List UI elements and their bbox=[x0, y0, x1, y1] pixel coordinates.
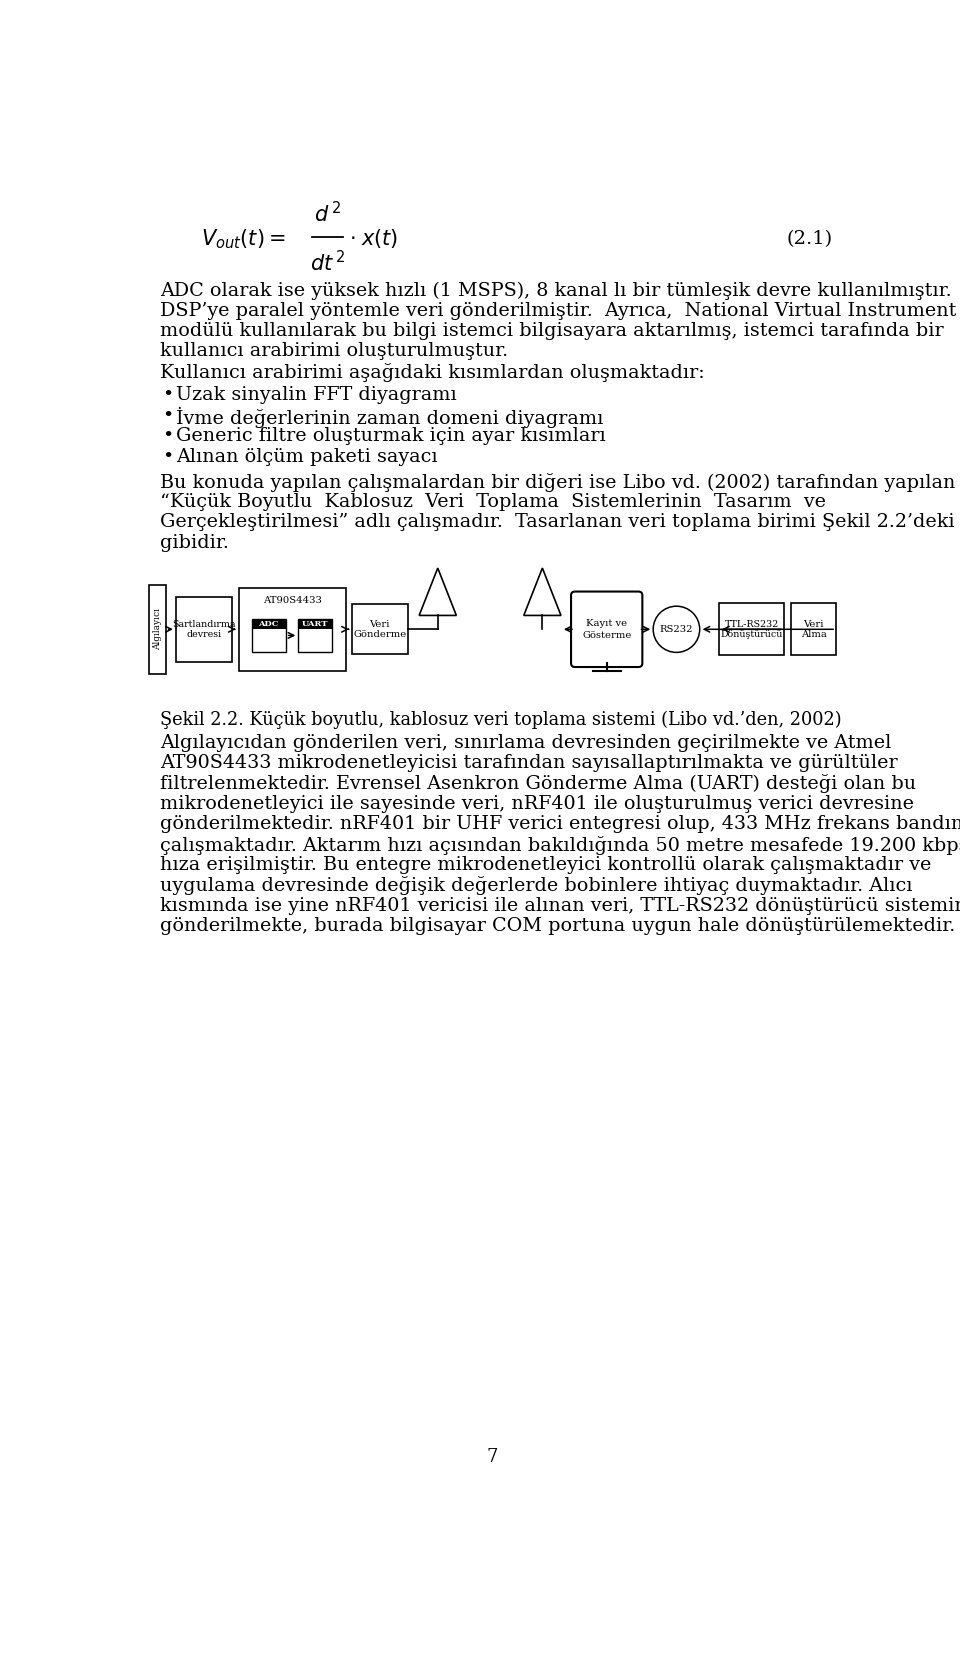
Text: Algılayıcı: Algılayıcı bbox=[153, 608, 161, 650]
Text: Uzak sinyalin FFT diyagramı: Uzak sinyalin FFT diyagramı bbox=[176, 386, 457, 404]
Text: filtrelenmektedir. Evrensel Asenkron Gönderme Alma (UART) desteği olan bu: filtrelenmektedir. Evrensel Asenkron Gön… bbox=[160, 775, 917, 793]
Text: Şekil 2.2. Küçük boyutlu, kablosuz veri toplama sistemi (Libo vd.’den, 2002): Şekil 2.2. Küçük boyutlu, kablosuz veri … bbox=[160, 710, 842, 728]
Text: TTL-RS232
Dönüştürücü: TTL-RS232 Dönüştürücü bbox=[720, 620, 782, 640]
Text: •: • bbox=[162, 448, 173, 466]
Text: Kullanıcı arabirimi aşağıdaki kısımlardan oluşmaktadır:: Kullanıcı arabirimi aşağıdaki kısımlarda… bbox=[160, 362, 705, 382]
Text: Algılayıcıdan gönderilen veri, sınırlama devresinden geçirilmekte ve Atmel: Algılayıcıdan gönderilen veri, sınırlama… bbox=[160, 733, 892, 752]
Bar bbox=[149, 584, 166, 673]
Text: Veri
Gönderme: Veri Gönderme bbox=[353, 620, 406, 640]
Text: Alınan ölçüm paketi sayacı: Alınan ölçüm paketi sayacı bbox=[176, 448, 438, 466]
Text: (2.1): (2.1) bbox=[787, 230, 833, 247]
Bar bbox=[791, 603, 836, 655]
Text: gönderilmektedir. nRF401 bir UHF verici entegresi olup, 433 MHz frekans bandında: gönderilmektedir. nRF401 bir UHF verici … bbox=[160, 815, 960, 833]
FancyBboxPatch shape bbox=[571, 591, 642, 666]
Text: Şartlandırma
devresi: Şartlandırma devresi bbox=[172, 620, 235, 640]
Bar bbox=[719, 603, 784, 655]
Text: •: • bbox=[162, 407, 173, 424]
Text: AT90S4433: AT90S4433 bbox=[263, 596, 322, 605]
Text: •: • bbox=[162, 386, 173, 404]
Text: hıza erişilmiştir. Bu entegre mikrodenetleyici kontrollü olarak çalışmaktadır ve: hıza erişilmiştir. Bu entegre mikrodenet… bbox=[160, 857, 931, 873]
Text: Generic filtre oluşturmak için ayar kısımları: Generic filtre oluşturmak için ayar kısı… bbox=[176, 428, 606, 446]
Bar bbox=[299, 620, 332, 628]
Text: gönderilmekte, burada bilgisayar COM portuna uygun hale dönüştürülemektedir.: gönderilmekte, burada bilgisayar COM por… bbox=[160, 917, 955, 935]
Text: AT90S4433 mikrodenetleyicisi tarafından sayısallaptırılmakta ve gürültüler: AT90S4433 mikrodenetleyicisi tarafından … bbox=[160, 755, 898, 772]
Text: kısmında ise yine nRF401 vericisi ile alınan veri, TTL-RS232 dönüştürücü sistemi: kısmında ise yine nRF401 vericisi ile al… bbox=[160, 897, 960, 915]
Bar bbox=[252, 620, 286, 651]
Text: uygulama devresinde değişik değerlerde bobinlere ihtiyaç duymaktadır. Alıcı: uygulama devresinde değişik değerlerde b… bbox=[160, 877, 913, 895]
Text: RS232: RS232 bbox=[660, 625, 693, 635]
Text: modülü kullanılarak bu bilgi istemci bilgisayara aktarılmış, istemci tarafında b: modülü kullanılarak bu bilgi istemci bil… bbox=[160, 322, 944, 341]
Text: mikrodenetleyici ile sayesinde veri, nRF401 ile oluşturulmuş verici devresine: mikrodenetleyici ile sayesinde veri, nRF… bbox=[160, 795, 914, 813]
Text: “Küçük Boyutlu  Kablosuz  Veri  Toplama  Sistemlerinin  Tasarım  ve: “Küçük Boyutlu Kablosuz Veri Toplama Sis… bbox=[160, 493, 827, 511]
Text: çalışmaktadır. Aktarım hızı açısından bakıldığında 50 metre mesafede 19.200 kbps: çalışmaktadır. Aktarım hızı açısından ba… bbox=[160, 835, 960, 855]
Text: $d^{\,2}$: $d^{\,2}$ bbox=[314, 202, 341, 227]
Text: 7: 7 bbox=[487, 1448, 497, 1466]
Text: Gösterme: Gösterme bbox=[582, 631, 632, 640]
Bar bbox=[176, 596, 231, 661]
Text: •: • bbox=[162, 428, 173, 446]
Text: Gerçekleştirilmesi” adlı çalışmadır.  Tasarlanan veri toplama birimi Şekil 2.2’d: Gerçekleştirilmesi” adlı çalışmadır. Tas… bbox=[160, 513, 955, 531]
Bar bbox=[252, 620, 286, 628]
Text: kullanıcı arabirimi oluşturulmuştur.: kullanıcı arabirimi oluşturulmuştur. bbox=[160, 342, 509, 361]
Text: Bu konuda yapılan çalışmalardan bir diğeri ise Libo vd. (2002) tarafından yapıla: Bu konuda yapılan çalışmalardan bir diğe… bbox=[160, 473, 955, 491]
Text: DSP’ye paralel yöntemle veri gönderilmiştir.  Ayrıca,  National Virtual Instrume: DSP’ye paralel yöntemle veri gönderilmiş… bbox=[160, 302, 957, 319]
Text: $\cdot\; x(t)$: $\cdot\; x(t)$ bbox=[349, 227, 398, 250]
Text: $V_{out}(t) =$: $V_{out}(t) =$ bbox=[202, 227, 286, 250]
Bar bbox=[299, 620, 332, 651]
Text: Veri
Alma: Veri Alma bbox=[801, 620, 827, 640]
Text: $dt^{\,2}$: $dt^{\,2}$ bbox=[310, 250, 346, 276]
Text: gibidir.: gibidir. bbox=[160, 534, 229, 551]
Text: ADC olarak ise yüksek hızlı (1 MSPS), 8 kanal lı bir tümleşik devre kullanılmışt: ADC olarak ise yüksek hızlı (1 MSPS), 8 … bbox=[160, 281, 952, 299]
Bar bbox=[239, 588, 346, 671]
Bar bbox=[351, 605, 408, 655]
Text: ADC: ADC bbox=[258, 620, 279, 628]
Text: Kayıt ve: Kayıt ve bbox=[587, 618, 627, 628]
Text: UART: UART bbox=[302, 620, 328, 628]
Text: İvme değerlerinin zaman domeni diyagramı: İvme değerlerinin zaman domeni diyagramı bbox=[176, 407, 603, 428]
